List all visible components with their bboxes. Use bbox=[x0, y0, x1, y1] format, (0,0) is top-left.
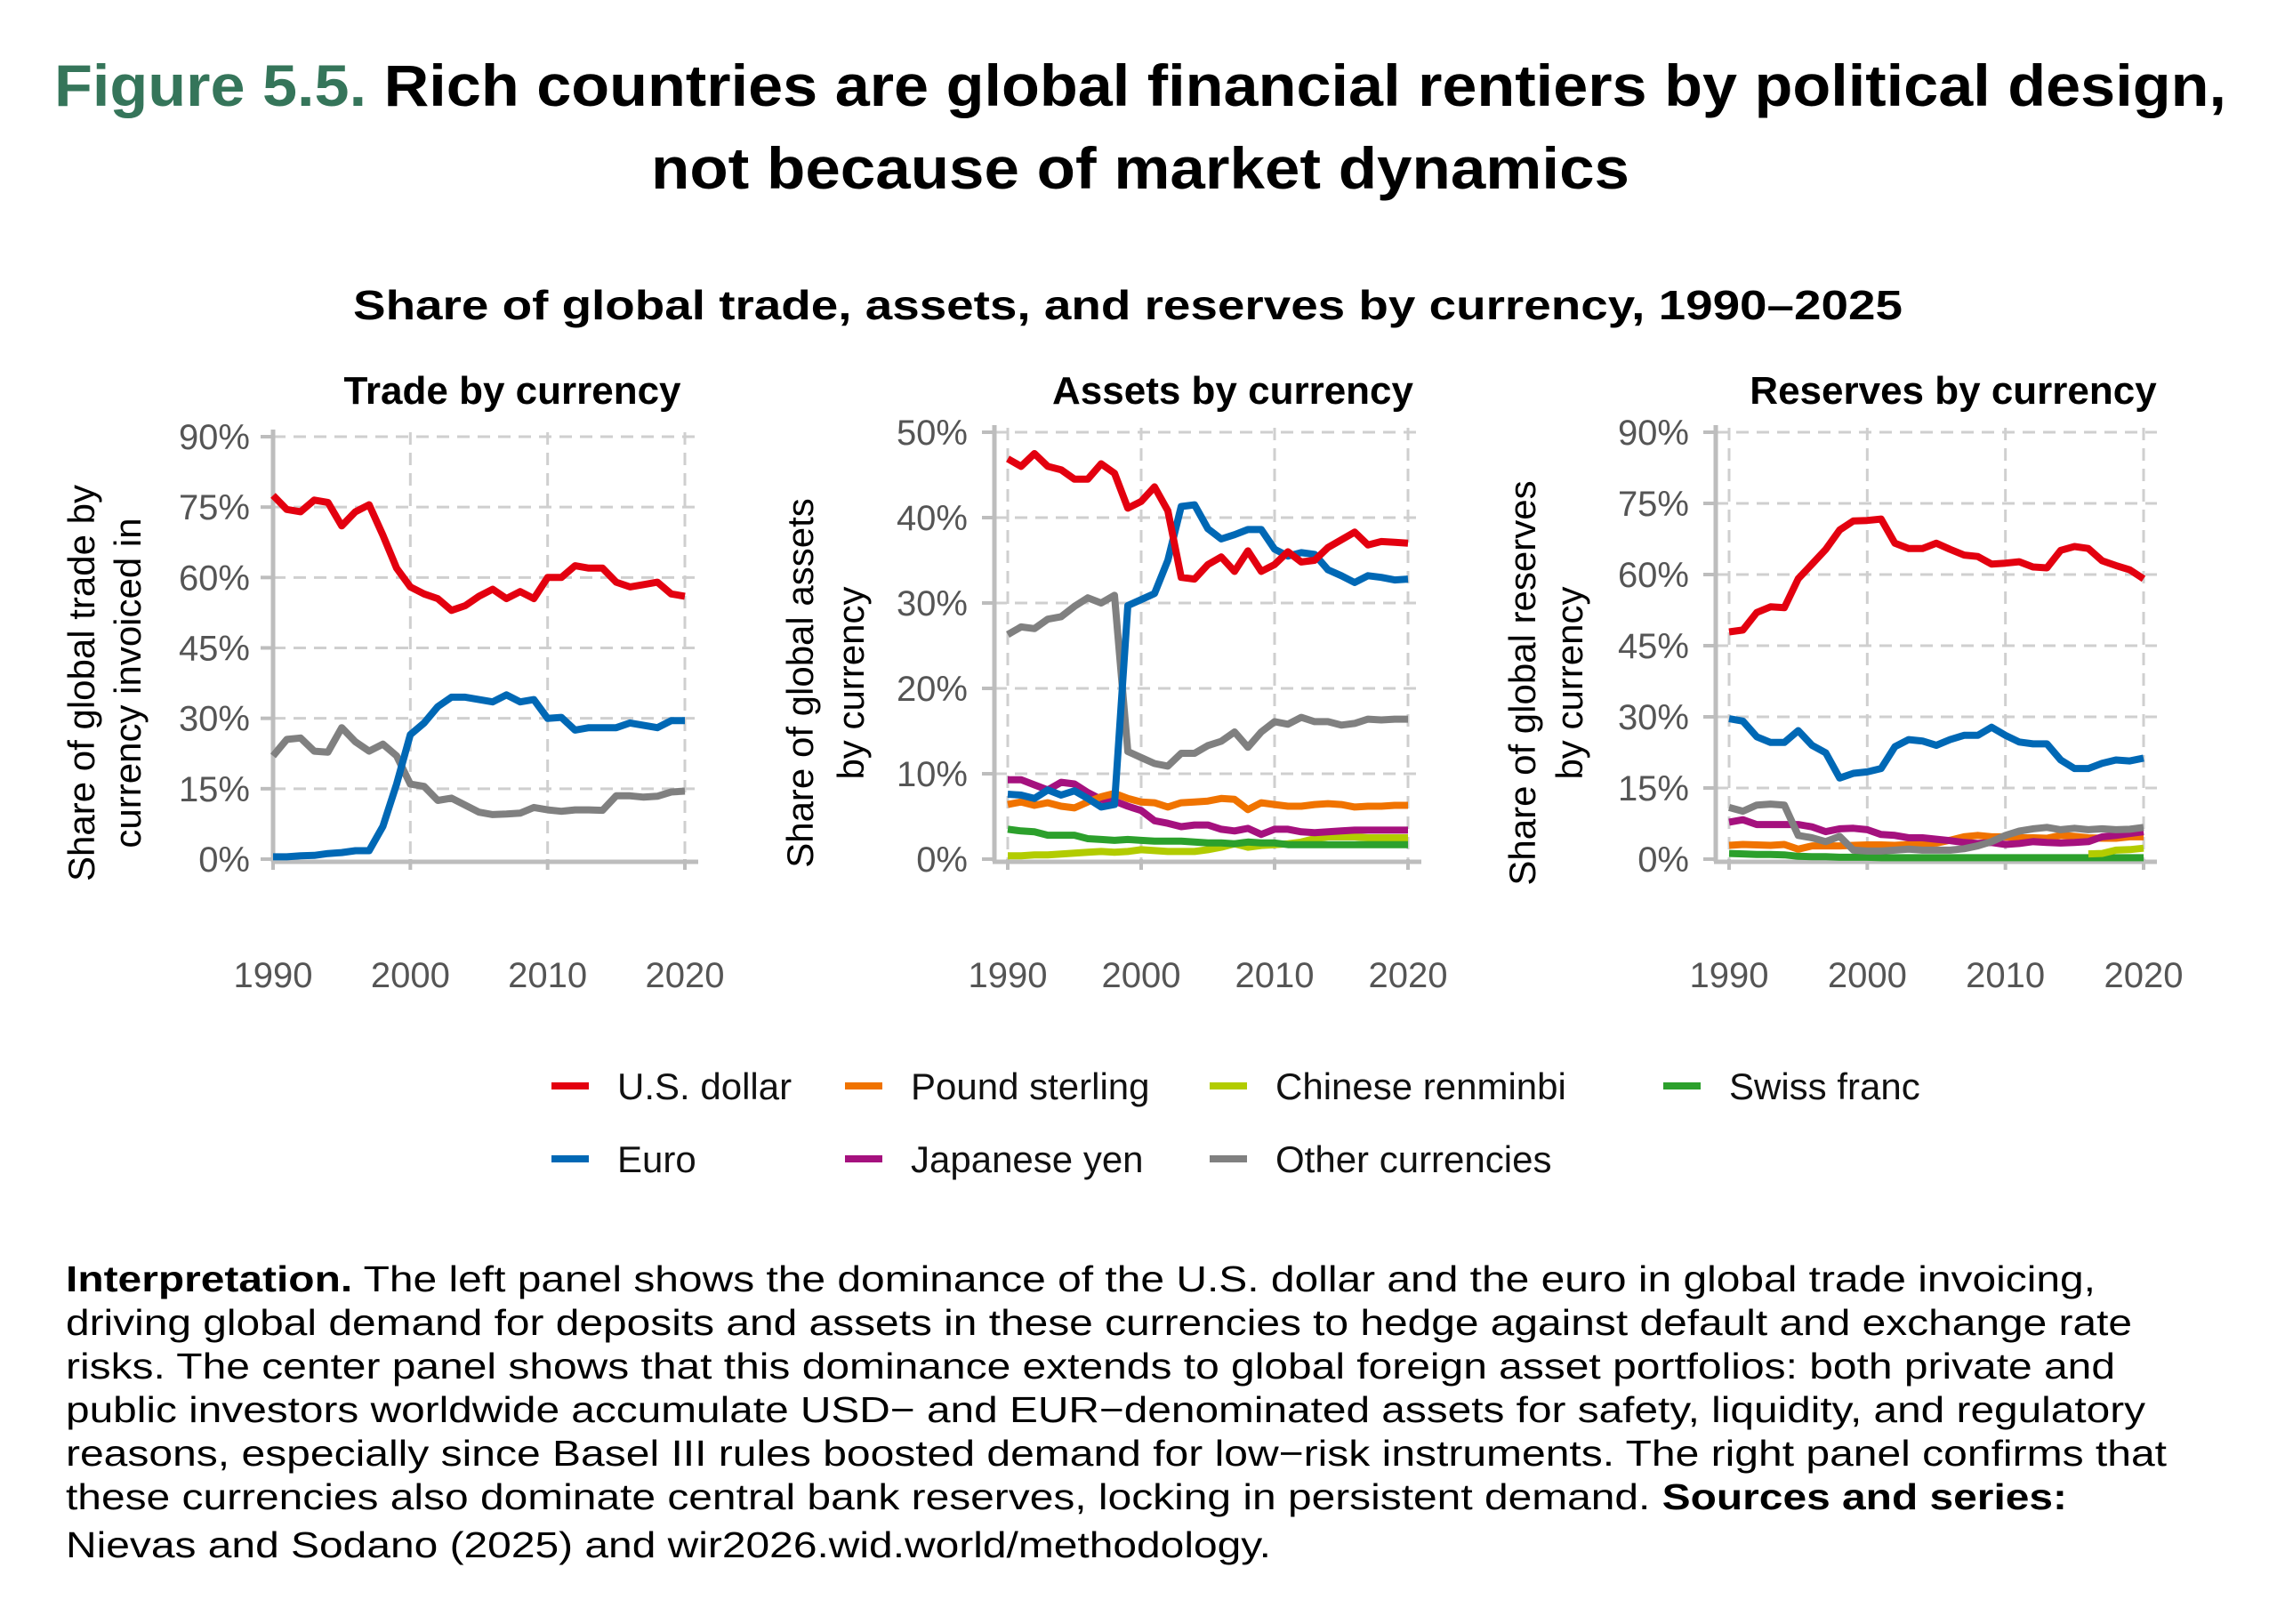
series-line-usd bbox=[1006, 450, 1409, 583]
y-tick-label: 45% bbox=[1618, 627, 1689, 666]
legend-item-gbp: Pound sterling bbox=[845, 1065, 1150, 1107]
series-line-eur bbox=[273, 691, 685, 861]
panel-reserves: Reserves by currency Share of global rese… bbox=[1501, 369, 2183, 995]
y-tick-label: 15% bbox=[1618, 769, 1689, 808]
y-tick-label: 0% bbox=[1637, 840, 1689, 880]
panel-title: Assets by currency bbox=[1052, 369, 1414, 413]
x-tick-label: 2020 bbox=[646, 956, 725, 995]
legend-item-usd: U.S. dollar bbox=[551, 1065, 792, 1107]
legend-label: Swiss franc bbox=[1729, 1065, 1920, 1107]
interpretation: Interpretation. The left panel shows the… bbox=[66, 1258, 2168, 1565]
y-tick-label: 30% bbox=[897, 584, 968, 623]
x-tick-label: 2000 bbox=[1828, 956, 1907, 995]
series-line-usd bbox=[270, 493, 686, 615]
interpretation-line: public investors worldwide accumulate US… bbox=[66, 1389, 2146, 1430]
y-tick-label: 45% bbox=[179, 630, 250, 669]
y-tick-label: 15% bbox=[179, 770, 250, 809]
y-tick-label: 75% bbox=[1618, 485, 1689, 524]
legend-item-cny: Chinese renminbi bbox=[1210, 1065, 1566, 1107]
series-line-jpy bbox=[1008, 776, 1408, 839]
legend-item-oth: Other currencies bbox=[1210, 1138, 1551, 1180]
y-tick-label: 90% bbox=[179, 418, 250, 457]
panel-title: Trade by currency bbox=[343, 369, 681, 413]
series-line-gbp bbox=[1007, 790, 1408, 814]
y-axis-label: currency invoiced in bbox=[107, 518, 149, 848]
legend-label: U.S. dollar bbox=[617, 1065, 792, 1107]
x-tick-label: 1990 bbox=[234, 956, 313, 995]
panel-assets: Assets by currency Share of global assets… bbox=[779, 369, 1447, 995]
y-tick-label: 50% bbox=[897, 414, 968, 453]
legend-item-eur: Euro bbox=[551, 1138, 696, 1180]
y-tick-label: 30% bbox=[179, 700, 250, 739]
legend-item-chf: Swiss franc bbox=[1663, 1065, 1920, 1107]
y-axis-label: Share of global trade by bbox=[60, 485, 102, 881]
series-line-eur bbox=[1007, 501, 1409, 811]
legend-label: Pound sterling bbox=[911, 1065, 1150, 1107]
y-tick-label: 40% bbox=[897, 499, 968, 538]
y-tick-label: 30% bbox=[1618, 698, 1689, 737]
interpretation-line: driving global demand for deposits and a… bbox=[66, 1302, 2132, 1343]
x-tick-label: 2000 bbox=[371, 956, 450, 995]
legend-label: Japanese yen bbox=[911, 1138, 1144, 1180]
legend-item-jpy: Japanese yen bbox=[845, 1138, 1144, 1180]
series-line-usd bbox=[1728, 515, 2146, 636]
interpretation-line: risks. The center panel shows that this … bbox=[66, 1346, 2115, 1387]
panel-title: Reserves by currency bbox=[1750, 369, 2157, 413]
series-line-cny bbox=[1008, 833, 1408, 860]
figure-title-line2: not because of market dynamics bbox=[651, 135, 1629, 201]
x-tick-label: 2010 bbox=[1235, 956, 1315, 995]
x-tick-label: 2010 bbox=[508, 956, 587, 995]
figure-title-line1: Figure 5.5. Rich countries are global fi… bbox=[54, 52, 2226, 118]
x-tick-label: 2020 bbox=[2104, 956, 2184, 995]
legend-label: Chinese renminbi bbox=[1275, 1065, 1566, 1107]
interpretation-label: Interpretation. bbox=[66, 1258, 352, 1299]
interpretation-line: Interpretation. The left panel shows the… bbox=[66, 1258, 2096, 1299]
series-line-gbp bbox=[1728, 832, 2144, 853]
series-line-oth bbox=[1727, 800, 2144, 855]
x-tick-label: 2020 bbox=[1369, 956, 1448, 995]
y-tick-label: 0% bbox=[198, 840, 250, 880]
legend-label: Euro bbox=[617, 1138, 696, 1180]
series-line-cny bbox=[2088, 844, 2144, 858]
chart-subtitle: Share of global trade, assets, and reser… bbox=[353, 282, 1903, 328]
series-line-jpy bbox=[1728, 816, 2144, 848]
figure-label: Figure 5.5. bbox=[54, 52, 366, 118]
interpretation-text: The left panel shows the dominance of th… bbox=[352, 1258, 2096, 1299]
y-axis-label: Share of global reserves bbox=[1501, 480, 1543, 885]
series-line-chf bbox=[1007, 825, 1408, 848]
y-axis-label: by currency bbox=[830, 586, 872, 779]
sources-label: Sources and series: bbox=[1662, 1476, 2067, 1517]
x-tick-label: 1990 bbox=[1690, 956, 1769, 995]
figure-title-text: Rich countries are global financial rent… bbox=[384, 52, 2226, 118]
series-line-eur bbox=[1728, 715, 2144, 782]
series-line-oth bbox=[1006, 591, 1408, 770]
series-line-chf bbox=[1728, 849, 2144, 862]
interpretation-text: these currencies also dominate central b… bbox=[66, 1476, 1662, 1517]
y-tick-label: 10% bbox=[897, 755, 968, 794]
y-tick-label: 20% bbox=[897, 670, 968, 709]
interpretation-line: reasons, especially since Basel III rule… bbox=[66, 1433, 2168, 1474]
y-tick-label: 75% bbox=[179, 488, 250, 527]
y-tick-label: 60% bbox=[179, 559, 250, 598]
interpretation-line: these currencies also dominate central b… bbox=[66, 1476, 2067, 1517]
x-tick-label: 2000 bbox=[1102, 956, 1181, 995]
legend: U.S. dollar Pound sterling Chinese renminb… bbox=[551, 1065, 1920, 1180]
y-tick-label: 60% bbox=[1618, 556, 1689, 595]
x-tick-label: 1990 bbox=[969, 956, 1048, 995]
y-axis-label: Share of global assets bbox=[779, 498, 821, 868]
y-tick-label: 90% bbox=[1618, 414, 1689, 453]
panel-trade: Trade by currency Share of global trade b… bbox=[60, 369, 724, 995]
y-tick-label: 0% bbox=[916, 840, 968, 880]
series-line-oth bbox=[270, 724, 686, 818]
legend-label: Other currencies bbox=[1275, 1138, 1551, 1180]
y-axis-label: by currency bbox=[1549, 586, 1590, 779]
x-tick-label: 2010 bbox=[1966, 956, 2045, 995]
interpretation-line: Nievas and Sodano (2025) and wir2026.wid… bbox=[66, 1524, 1271, 1565]
